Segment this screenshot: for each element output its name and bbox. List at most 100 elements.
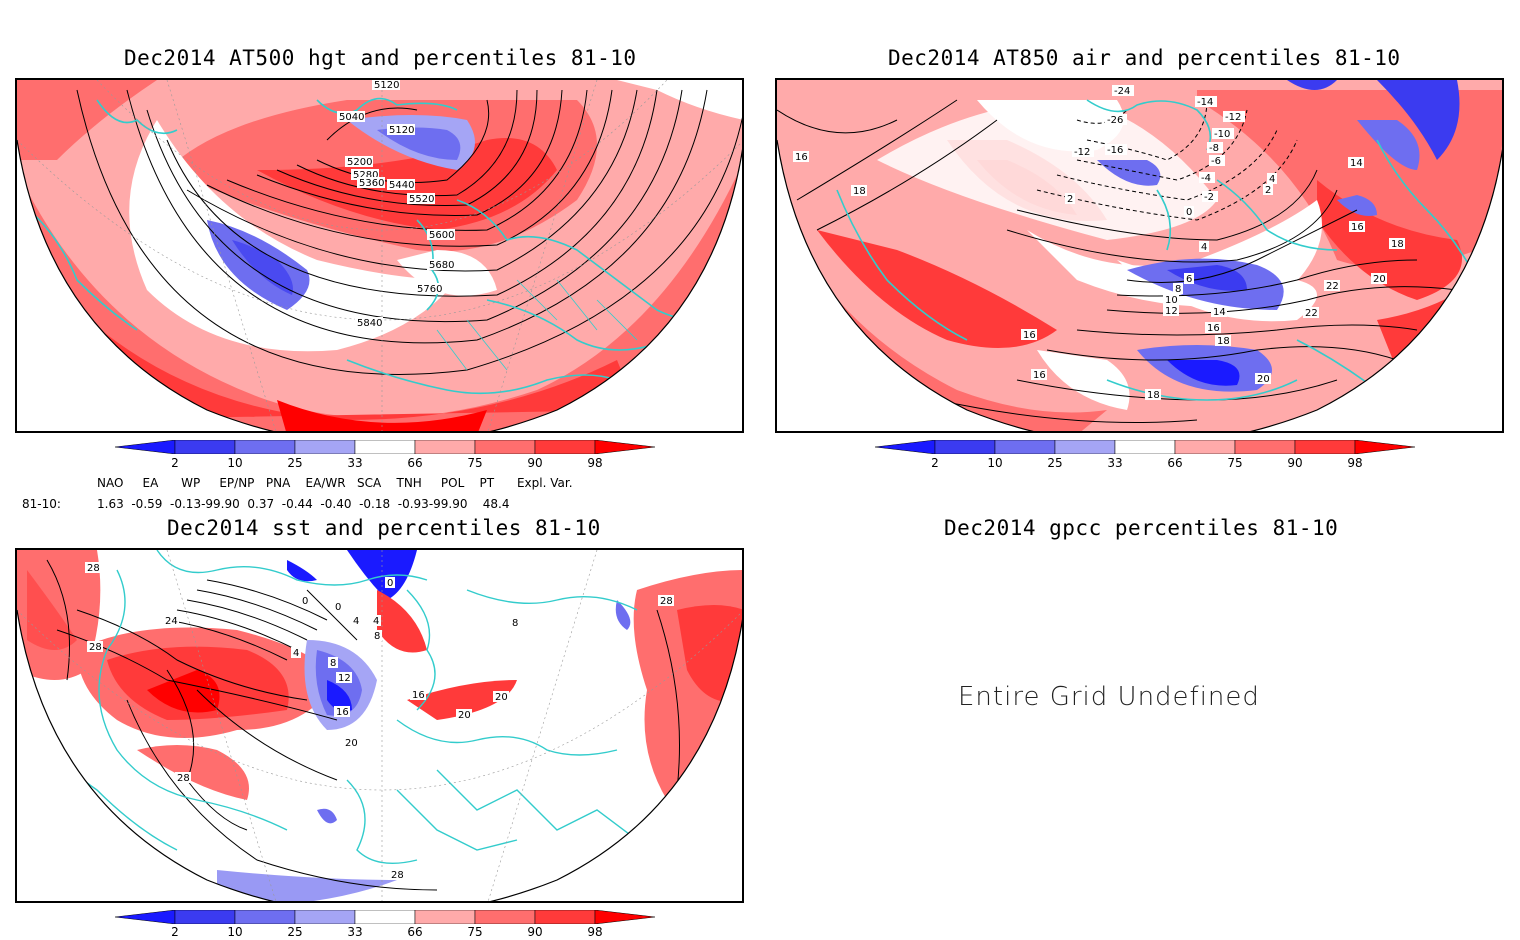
hgt-contour-label-bg bbox=[372, 80, 400, 90]
air-contour-label: -12 bbox=[1225, 112, 1241, 123]
hgt-colorbar-labels: 2 10 25 33 66 75 90 98 bbox=[115, 456, 655, 472]
air-colorbar-segment bbox=[1054, 440, 1116, 454]
air-contour-label: -4 bbox=[1201, 173, 1211, 184]
sst-contour-label: 16 bbox=[412, 690, 425, 701]
air-contour-label: -10 bbox=[1214, 129, 1230, 140]
hgt-contour-label: 5680 bbox=[429, 260, 454, 271]
air-colorbar-segment bbox=[1354, 440, 1415, 454]
sst-contour-label: 28 bbox=[391, 870, 404, 881]
sst-contour-label-bg bbox=[389, 869, 405, 880]
air-contour-label-bg bbox=[851, 185, 867, 196]
sst-contour-label-bg bbox=[410, 689, 426, 700]
hgt-contour-label-bg bbox=[345, 156, 373, 167]
air-contour-label-bg bbox=[1389, 238, 1405, 249]
air-contour-label-bg bbox=[1348, 157, 1364, 168]
air-contour-label-bg bbox=[793, 151, 809, 162]
indices-values: 1.63 -0.59 -0.13-99.90 0.37 -0.44 -0.40 … bbox=[97, 497, 510, 511]
sst-contour-label-bg bbox=[334, 706, 350, 717]
air-contour-label-bg bbox=[1202, 191, 1218, 202]
sst-contour-label-bg bbox=[372, 630, 382, 641]
sst-contour-label: 20 bbox=[345, 738, 358, 749]
sst-colorbar-label: 2 bbox=[171, 925, 179, 939]
hgt-contour-label: 5440 bbox=[389, 180, 414, 191]
sst-colorbar-label: 10 bbox=[227, 925, 243, 939]
hgt-contour-label-bg bbox=[427, 229, 455, 240]
hgt-colorbar-segment bbox=[534, 440, 596, 454]
sst-contour-label: 12 bbox=[338, 673, 351, 684]
sst-contour-label: 0 bbox=[335, 602, 341, 613]
sst-contour-label-bg bbox=[510, 617, 520, 628]
sst-contour-label-bg bbox=[658, 595, 674, 606]
sst-colorbar-label: 90 bbox=[527, 925, 543, 939]
air-contour-label-bg bbox=[1184, 273, 1194, 284]
indices-row-label: 81-10: bbox=[22, 497, 61, 511]
sst-contour-label-bg bbox=[333, 601, 343, 612]
sst-colorbar-segment bbox=[234, 910, 296, 924]
hgt-contour-label: 5200 bbox=[347, 157, 372, 168]
sst-contour-label: 8 bbox=[374, 631, 380, 642]
hgt-colorbar-label: 10 bbox=[227, 456, 243, 470]
air-colorbar-label: 33 bbox=[1107, 456, 1123, 470]
sst-contour-label-bg bbox=[328, 657, 338, 668]
sst-contour-label-bg bbox=[87, 641, 103, 652]
hgt-colorbar-segment bbox=[294, 440, 356, 454]
air-contour-label: 10 bbox=[1165, 295, 1178, 306]
air-contour-label-bg bbox=[1205, 322, 1221, 333]
hgt-colorbar-segment bbox=[594, 440, 655, 454]
hgt-contour-label-bg bbox=[415, 283, 443, 294]
hgt-contour-label-bg bbox=[337, 111, 365, 122]
sst-contour-label: 28 bbox=[177, 773, 190, 784]
hgt-colorbar-segment bbox=[414, 440, 476, 454]
sst-contour-label: 20 bbox=[458, 710, 471, 721]
air-contour-label: 14 bbox=[1213, 307, 1226, 318]
gpcc-panel-title: Dec2014 gpcc percentiles 81-10 bbox=[944, 516, 1339, 540]
hgt-colorbar-segment bbox=[174, 440, 236, 454]
hgt-colorbar-label: 98 bbox=[587, 456, 603, 470]
hgt-contour-label: 5760 bbox=[417, 284, 442, 295]
air-colorbar-label: 98 bbox=[1347, 456, 1363, 470]
air-contour-label-bg bbox=[1263, 184, 1273, 195]
air-contour-label: 2 bbox=[1067, 194, 1073, 205]
air-colorbar-segment bbox=[875, 440, 936, 454]
air-contour-label: -26 bbox=[1107, 115, 1123, 126]
sst-contour-label-bg bbox=[385, 577, 395, 588]
sst-colorbar-segment bbox=[115, 910, 176, 924]
air-contour-label-bg bbox=[1267, 173, 1277, 184]
sst-contour-label-bg bbox=[371, 615, 381, 626]
air-map: -24 -26 -14 -12 -10 -8 -6 -4 -2 0 2 4 2 -12 -16 16 18 14 1… bbox=[775, 78, 1504, 433]
sst-contour-label: 0 bbox=[302, 596, 308, 607]
sst-contour-label: 8 bbox=[330, 658, 336, 669]
air-contour-label-bg bbox=[1163, 305, 1179, 316]
sst-contour-label: 28 bbox=[89, 642, 102, 653]
hgt-colorbar-segment bbox=[115, 440, 176, 454]
air-contour-label-bg bbox=[1212, 128, 1234, 139]
air-contour-label: 4 bbox=[1269, 174, 1275, 185]
hgt-colorbar bbox=[115, 440, 655, 454]
sst-colorbar-segment bbox=[294, 910, 356, 924]
air-colorbar-label: 25 bbox=[1047, 456, 1063, 470]
sst-contour-label-bg bbox=[85, 562, 101, 573]
sst-contour-label-bg bbox=[175, 772, 191, 783]
air-contour-label-bg bbox=[1215, 335, 1231, 346]
hgt-contour-label-bg bbox=[387, 124, 415, 135]
hgt-contour-label: 5600 bbox=[429, 230, 454, 241]
hgt-contour-label: 5360 bbox=[359, 178, 384, 189]
hgt-contour-label: 5040 bbox=[339, 112, 364, 123]
air-contour-label: 16 bbox=[1351, 222, 1364, 233]
air-contour-label: -12 bbox=[1074, 147, 1090, 158]
hgt-contour-label: 5120 bbox=[389, 125, 414, 136]
air-contour-label: -16 bbox=[1107, 145, 1123, 156]
sst-colorbar-segment bbox=[474, 910, 536, 924]
indices-headers: NAO EA WP EP/NP PNA EA/WR SCA TNH POL PT… bbox=[97, 476, 573, 490]
hgt-colorbar-segment bbox=[234, 440, 296, 454]
sst-contour-label-bg bbox=[351, 615, 361, 626]
sst-colorbar-label: 66 bbox=[407, 925, 423, 939]
hgt-colorbar-label: 90 bbox=[527, 456, 543, 470]
air-colorbar bbox=[875, 440, 1415, 454]
hgt-colorbar-label: 75 bbox=[467, 456, 483, 470]
air-contour-label: -2 bbox=[1204, 192, 1214, 203]
air-contour-label: 14 bbox=[1350, 158, 1363, 169]
air-contour-label-bg bbox=[1199, 241, 1209, 252]
sst-colorbar-segment bbox=[414, 910, 476, 924]
air-contour-label: 6 bbox=[1186, 274, 1192, 285]
